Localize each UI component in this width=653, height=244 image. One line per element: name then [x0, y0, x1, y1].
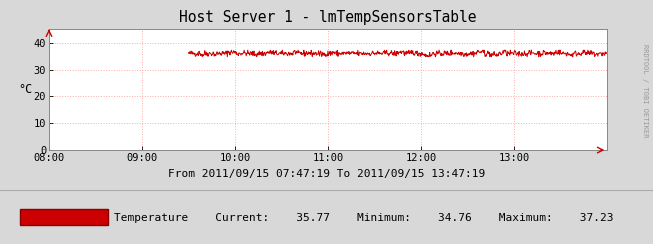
Bar: [20, 209, 108, 225]
Title: Host Server 1 - lmTempSensorsTable: Host Server 1 - lmTempSensorsTable: [180, 10, 477, 25]
Y-axis label: °C: °C: [18, 83, 33, 96]
Text: Temperature    Current:    35.77    Minimum:    34.76    Maximum:    37.23: Temperature Current: 35.77 Minimum: 34.7…: [114, 213, 614, 223]
Text: From 2011/09/15 07:47:19 To 2011/09/15 13:47:19: From 2011/09/15 07:47:19 To 2011/09/15 1…: [168, 170, 485, 179]
Text: RRDTOOL / TOBI OETIKER: RRDTOOL / TOBI OETIKER: [642, 43, 648, 137]
